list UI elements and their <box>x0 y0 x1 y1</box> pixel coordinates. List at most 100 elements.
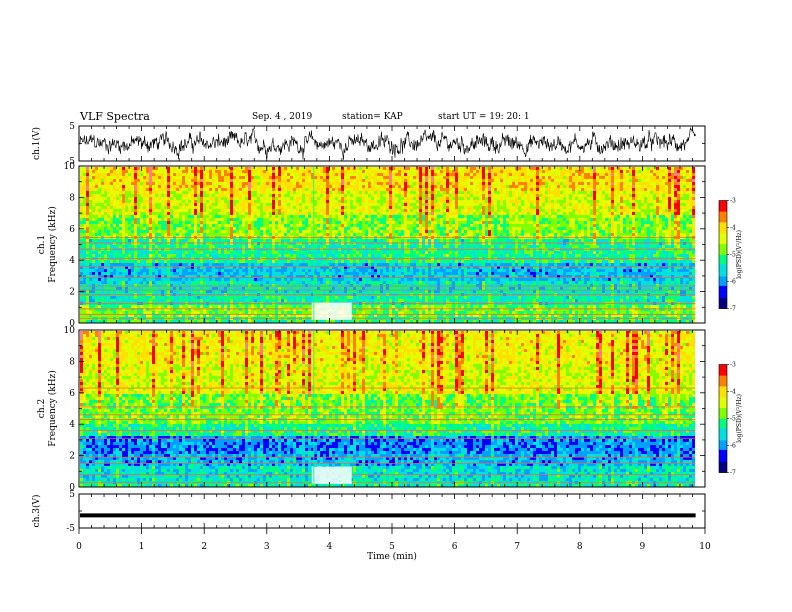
spectrogram-cell <box>263 167 266 170</box>
spectrogram-cell <box>149 179 152 182</box>
spectrogram-cell <box>269 176 272 179</box>
spectrogram-cell <box>458 176 461 179</box>
spectrogram-cell <box>551 179 554 182</box>
spectrogram-cell <box>491 179 494 182</box>
spectrogram-cell <box>326 170 329 173</box>
spectrogram-cell <box>146 167 149 170</box>
spectrogram-cell <box>149 167 152 170</box>
spectrogram-cell <box>464 170 467 173</box>
spectrogram-cell <box>101 173 104 176</box>
spectrogram-cell <box>233 167 236 170</box>
spectrogram-cell <box>293 179 296 182</box>
spectrogram-cell <box>524 170 527 173</box>
spectrogram-cell <box>194 176 197 179</box>
spectrogram-cell <box>398 179 401 182</box>
spectrogram-cell <box>116 170 119 173</box>
spectrogram-cell <box>170 173 173 176</box>
spectrogram-cell <box>107 167 110 170</box>
spectrogram-cell <box>302 176 305 179</box>
spectrogram-cell <box>548 170 551 173</box>
spectrogram-cell <box>152 170 155 173</box>
spectrogram-cell <box>524 176 527 179</box>
spectrogram-cell <box>299 170 302 173</box>
spectrogram-cell <box>188 182 191 185</box>
spectrogram-cell <box>248 179 251 182</box>
spectrogram-cell <box>668 176 671 179</box>
spectrogram-cell <box>92 167 95 170</box>
spectrogram-cell <box>317 167 320 170</box>
spectrogram-cell <box>566 179 569 182</box>
spectrogram-cell <box>107 176 110 179</box>
spectrogram-cell <box>98 167 101 170</box>
spectrogram-cell <box>386 176 389 179</box>
spectrogram-cell <box>380 173 383 176</box>
spectrogram-cell <box>188 167 191 170</box>
spectrogram-cell <box>89 182 92 185</box>
spectrogram-cell <box>170 170 173 173</box>
spectrogram-cell <box>503 170 506 173</box>
spectrogram-cell <box>482 176 485 179</box>
spectrogram-cell <box>206 170 209 173</box>
spectrogram-cell <box>533 179 536 182</box>
spectrogram-cell <box>104 179 107 182</box>
spectrogram-cell <box>602 179 605 182</box>
spectrogram-cell <box>608 179 611 182</box>
spectrogram-cell <box>320 170 323 173</box>
spectrogram-cell <box>392 179 395 182</box>
spectrogram-cell <box>185 179 188 182</box>
spectrogram-cell <box>329 176 332 179</box>
spectrogram-cell <box>317 173 320 176</box>
spectrogram-cell <box>269 167 272 170</box>
spectrogram-cell <box>386 167 389 170</box>
spectrogram-cell <box>554 179 557 182</box>
spectrogram-cell <box>518 179 521 182</box>
spectrogram-cell <box>545 179 548 182</box>
spectrogram-cell <box>161 167 164 170</box>
spectrogram-cell <box>464 173 467 176</box>
spectrogram-cell <box>521 179 524 182</box>
spectrogram-cell <box>653 179 656 182</box>
spectrogram-cell <box>485 179 488 182</box>
spectrogram-cell <box>431 167 434 170</box>
spectrogram-cell <box>560 173 563 176</box>
spectrogram-cell <box>689 170 692 173</box>
spectrogram-cell <box>197 176 200 179</box>
spectrogram-cell <box>569 173 572 176</box>
spectrogram-cell <box>632 176 635 179</box>
spectrogram-cell <box>638 173 641 176</box>
spectrogram-cell <box>116 176 119 179</box>
spectrogram-cell <box>308 176 311 179</box>
spectrogram-cell <box>368 176 371 179</box>
spectrogram-cell <box>569 176 572 179</box>
spectrogram-cell <box>356 176 359 179</box>
spectrogram-cell <box>671 176 674 179</box>
spectrogram-cell <box>212 179 215 182</box>
spectrogram-cell <box>146 176 149 179</box>
spectrogram-cell <box>155 167 158 170</box>
spectrogram-cell <box>245 167 248 170</box>
spectrogram-cell <box>293 173 296 176</box>
spectrogram-cell <box>431 179 434 182</box>
spectrogram-cell <box>623 176 626 179</box>
vlf-spectra-figure: 5-5ch.1(V) 0246810ch.1 Frequency (kHz) 02… <box>0 0 792 612</box>
spectrogram-cell <box>302 170 305 173</box>
spectrogram-cell <box>119 179 122 182</box>
spectrogram-cell <box>260 176 263 179</box>
spectrogram-cell <box>122 173 125 176</box>
spectrogram-cell <box>392 170 395 173</box>
spectrogram-cell <box>239 170 242 173</box>
spectrogram-cell <box>572 173 575 176</box>
spectrogram-cell <box>173 170 176 173</box>
spectrogram-cell <box>626 173 629 176</box>
spectrogram-cell <box>671 167 674 170</box>
spectrogram-cell <box>116 182 119 185</box>
spectrogram-cell <box>602 173 605 176</box>
spectrogram-cell <box>254 176 257 179</box>
spectrogram-cell <box>314 176 317 179</box>
spectrogram-cell <box>671 173 674 176</box>
spectrogram-cell <box>344 167 347 170</box>
spectrogram-cell <box>689 179 692 182</box>
spectrogram-cell <box>98 182 101 185</box>
spectrogram-cell <box>506 173 509 176</box>
spectrogram-cell <box>248 176 251 179</box>
